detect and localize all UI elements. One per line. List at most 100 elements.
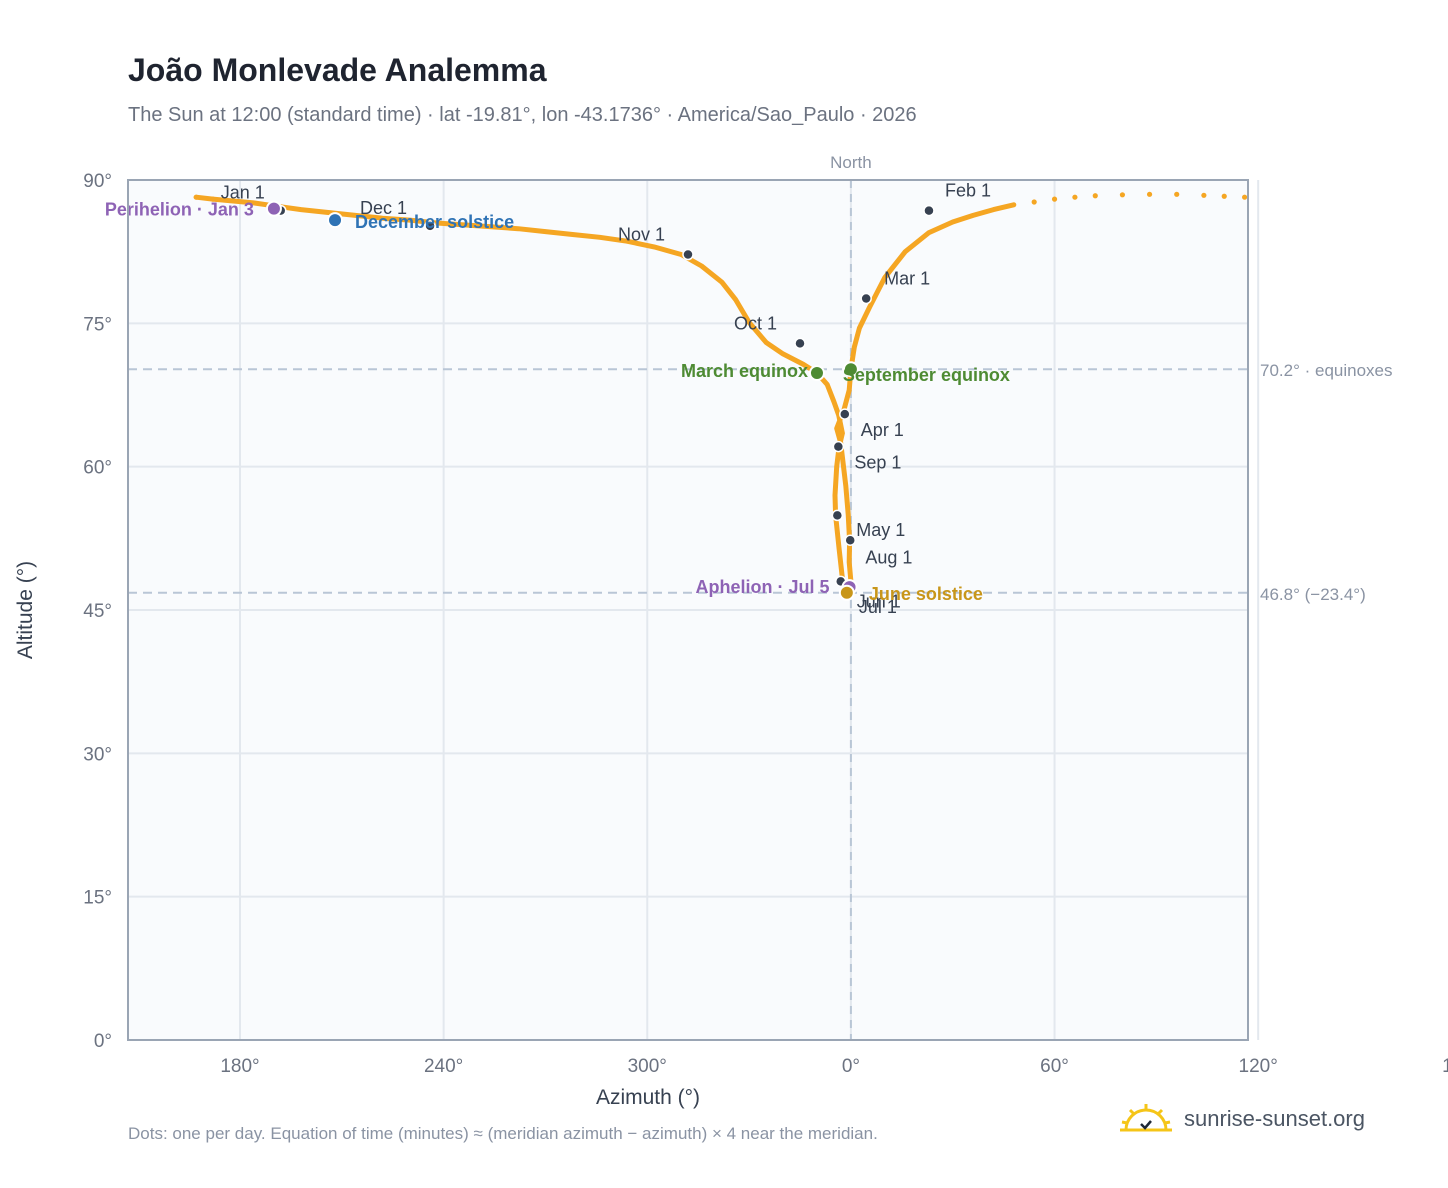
month-label: Nov 1: [618, 225, 665, 245]
footer-note: Dots: one per day. Equation of time (min…: [128, 1124, 878, 1143]
event-marker: [842, 361, 859, 378]
north-label: North: [830, 153, 872, 172]
event-label: March equinox: [681, 361, 808, 381]
day-dot: [699, 263, 704, 269]
y-tick-label: 15°: [83, 888, 112, 909]
day-dot: [746, 320, 752, 325]
month-label: Jan 1: [221, 183, 265, 203]
month-marker: [860, 292, 872, 305]
x-tick-label: 120°: [1239, 1056, 1278, 1077]
day-dot: [1242, 194, 1248, 200]
day-dot: [847, 388, 852, 393]
day-dot: [326, 210, 331, 215]
month-marker: [831, 509, 844, 522]
day-dot: [1031, 199, 1037, 205]
chart-subtitle: The Sun at 12:00 (standard time) · lat -…: [128, 104, 917, 126]
day-dot: [852, 345, 857, 350]
month-label: Apr 1: [861, 420, 904, 440]
month-label: Jun 1: [857, 591, 901, 611]
day-dot: [597, 235, 602, 240]
day-dot: [882, 275, 888, 280]
day-dot: [624, 238, 630, 244]
day-dot: [831, 399, 837, 404]
day-dot: [903, 249, 908, 254]
y-tick-label: 90°: [83, 171, 112, 192]
month-label: Sep 1: [854, 453, 901, 473]
day-dot: [1011, 202, 1017, 208]
day-dot: [1174, 191, 1180, 197]
month-label: Aug 1: [865, 547, 912, 567]
y-tick-label: 75°: [83, 314, 112, 335]
month-marker: [844, 534, 856, 546]
day-dot: [840, 431, 845, 436]
day-dot: [1119, 192, 1126, 198]
day-dot: [857, 325, 862, 331]
day-dot: [407, 217, 412, 223]
day-dot: [991, 207, 996, 212]
month-label: Feb 1: [945, 181, 991, 201]
y-tick-label: 30°: [83, 744, 112, 765]
y-tick-label: 60°: [83, 458, 112, 479]
day-dot: [193, 194, 199, 200]
day-dot: [824, 382, 830, 387]
month-label: Jul 1: [859, 597, 897, 617]
reference-label: 70.2° · equinoxes: [1260, 361, 1393, 380]
month-marker: [424, 220, 436, 232]
day-dot: [298, 207, 304, 212]
day-dot: [843, 483, 849, 488]
month-marker: [794, 337, 806, 350]
day-dot: [1146, 191, 1153, 197]
grid: [128, 179, 1260, 1041]
day-dot: [679, 252, 684, 257]
month-label: Mar 1: [884, 268, 930, 288]
plot-frame: [127, 179, 1249, 1041]
chart-title: João Monlevade Analemma: [128, 52, 547, 88]
day-dot: [970, 213, 976, 218]
brand-name: sunrise-sunset.org: [1184, 1106, 1365, 1131]
day-dot: [834, 464, 839, 469]
event-label: Perihelion · Jan 3: [105, 200, 254, 220]
day-dot: [251, 200, 256, 206]
x-tick-label: 60°: [1040, 1056, 1069, 1077]
month-marker: [923, 204, 935, 217]
day-dot: [1201, 192, 1207, 198]
event-label: December solstice: [355, 212, 514, 232]
day-dot: [543, 229, 548, 234]
day-dot: [801, 362, 806, 367]
day-dot: [651, 244, 657, 250]
day-dot: [1221, 193, 1227, 199]
sun-logo-icon: [1120, 1104, 1172, 1132]
day-dot: [516, 226, 521, 231]
y-tick-label: 0°: [94, 1031, 112, 1052]
x-tick-label: 240°: [424, 1056, 463, 1077]
day-dot: [847, 560, 852, 565]
x-tick-label: 180°: [1442, 1056, 1448, 1077]
reference-lines: North 70.2° · equinoxes 46.8° (−23.4°): [128, 153, 1393, 1040]
day-dot: [570, 232, 575, 237]
x-tick-label: 180°: [220, 1056, 259, 1077]
event-marker: [327, 212, 344, 229]
brand[interactable]: sunrise-sunset.org: [1120, 1102, 1365, 1136]
day-dot: [733, 297, 738, 302]
event-label: June solstice: [869, 584, 983, 604]
event-marker: [838, 584, 855, 601]
month-label: May 1: [856, 520, 905, 540]
event-marker: [265, 200, 282, 217]
event-label: Aphelion · Jul 5: [696, 577, 830, 597]
y-tick-label: 45°: [83, 601, 112, 622]
event-markers: Perihelion · Jan 3 December solstice March…: [105, 200, 1010, 604]
day-dot: [763, 340, 769, 345]
day-dot: [353, 213, 358, 218]
day-dot: [780, 351, 786, 357]
x-axis-title: Azimuth (°): [596, 1086, 700, 1109]
day-dot: [461, 222, 467, 228]
day-dot: [488, 224, 494, 230]
day-dot: [845, 512, 851, 517]
day-dot: [210, 196, 216, 202]
day-dot: [1051, 196, 1058, 202]
day-dot: [231, 198, 236, 204]
day-dot: [1092, 193, 1098, 199]
month-marker: [682, 248, 694, 261]
day-dot: [832, 493, 838, 498]
